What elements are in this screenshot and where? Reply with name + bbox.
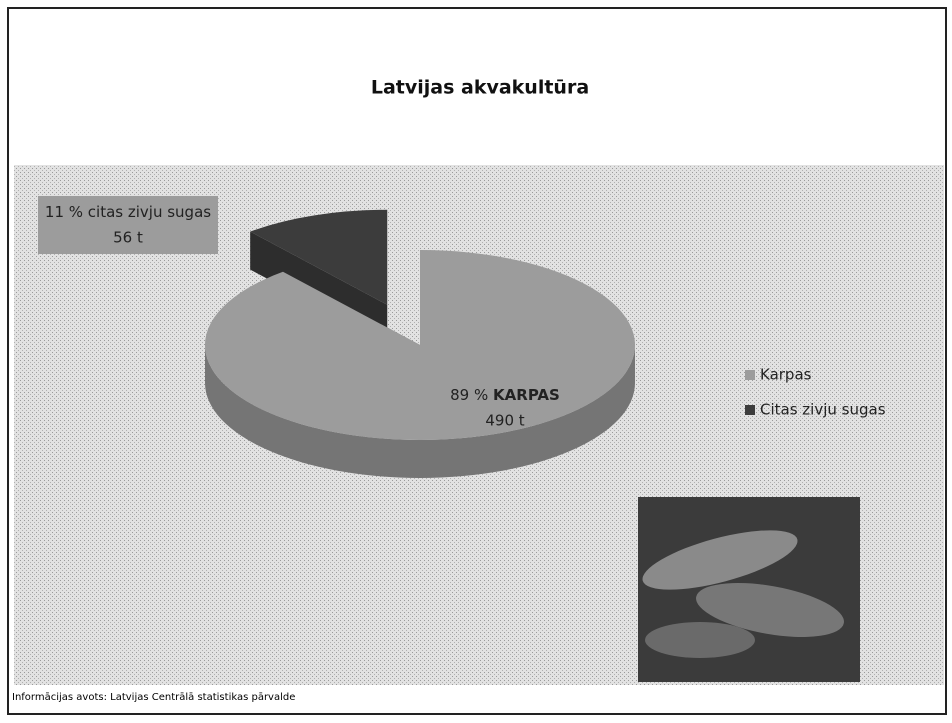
- data-label-percent: 11 %: [45, 203, 83, 221]
- data-label-amount: 56 t: [113, 229, 143, 247]
- source-note: Informācijas avots: Latvijas Centrālā st…: [12, 692, 295, 703]
- chart-title: Latvijas akvakultūra: [371, 77, 589, 99]
- data-label-name: KARPAS: [493, 386, 560, 404]
- legend-label: Karpas: [760, 366, 812, 384]
- legend-swatch: [745, 405, 755, 415]
- data-label-percent: 89 %: [450, 386, 488, 404]
- legend-swatch: [745, 370, 755, 380]
- photo: [637, 497, 860, 682]
- data-label: 11 % citas zivju sugas: [45, 203, 211, 221]
- slice: [205, 250, 635, 440]
- data-label-name: citas zivju sugas: [88, 203, 211, 221]
- data-label: 89 % KARPAS: [450, 386, 560, 404]
- page: Latvijas akvakultūra 89 % KARPAS 490 t 11 …: [0, 0, 952, 723]
- legend-label: Citas zivju sugas: [760, 401, 886, 419]
- data-label-amount: 490 t: [485, 412, 524, 430]
